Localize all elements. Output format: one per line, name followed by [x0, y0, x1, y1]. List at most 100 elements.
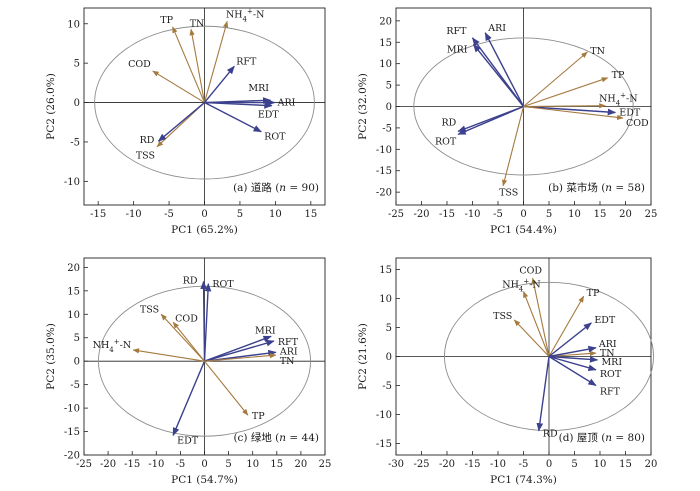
y-tick-label: 5	[386, 323, 392, 334]
y-tick-label: 10	[67, 19, 80, 30]
loading-vector-rot	[457, 105, 524, 135]
loading-vector-edt	[548, 322, 592, 358]
vector-label-mri: MRI	[255, 325, 276, 336]
biplot-panel-2: -25 -20 -15 -10 -5 0 5 10 15 20 25 -20 -15 -10 -5 0 5 10 1…	[357, 7, 657, 236]
x-tick-label: 5	[546, 209, 552, 220]
loading-vector-mri	[548, 355, 599, 363]
y-tick-label: -5	[382, 381, 392, 392]
y-tick-label: -5	[70, 380, 80, 391]
vector-label-rft: RFT	[278, 337, 299, 348]
x-tick-label: 0	[201, 459, 207, 470]
x-axis-label: PC1 (74.3%)	[490, 474, 557, 486]
loading-vector-rot	[548, 355, 597, 371]
vector-label-edt: EDT	[594, 315, 616, 326]
x-tick-label: -20	[100, 459, 116, 470]
x-axis-label: PC1 (65.2%)	[171, 224, 238, 236]
y-tick-label: 15	[67, 286, 80, 297]
loading-vector-nh4-n	[523, 103, 606, 109]
loading-vector-ari	[548, 345, 597, 358]
loading-vector-rot	[203, 282, 212, 362]
x-tick-label: 10	[246, 459, 259, 470]
loading-vector-edt	[523, 105, 617, 116]
y-tick-label: 20	[379, 16, 392, 27]
y-tick-label: 10	[379, 294, 392, 305]
x-tick-label: -15	[464, 459, 480, 470]
x-tick-label: 10	[594, 459, 607, 470]
loading-vector-tn	[204, 352, 277, 362]
x-tick-label: -15	[439, 209, 455, 220]
x-tick-label: 15	[304, 209, 317, 220]
panel-label: (b) 菜市场 (n = 58)	[548, 181, 645, 194]
x-tick-label: -20	[439, 459, 455, 470]
vector-label-ari: ARI	[487, 23, 506, 34]
y-tick-label: -5	[382, 123, 392, 134]
x-tick-label: -10	[148, 459, 164, 470]
loading-vector-tp	[523, 77, 609, 108]
loading-vector-tp	[204, 360, 249, 416]
vector-label-rft: RFT	[446, 26, 467, 37]
y-tick-label: 5	[74, 333, 80, 344]
x-tick-label: -15	[124, 459, 140, 470]
loading-vector-edt	[204, 101, 273, 109]
vector-label-nh4-n: NH4+-N	[502, 278, 540, 294]
y-tick-label: -20	[64, 451, 80, 462]
x-tick-label: 5	[571, 459, 577, 470]
y-tick-label: 20	[67, 263, 80, 274]
y-tick-label: -15	[376, 439, 392, 450]
x-tick-label: -5	[519, 459, 529, 470]
y-tick-label: -10	[376, 410, 392, 421]
vector-label-rot: ROT	[212, 279, 234, 290]
loading-vector-tn	[548, 350, 597, 358]
y-tick-label: 0	[74, 357, 80, 368]
biplot-panel-4: -30 -25 -20 -15 -10 -5 0 5 10 15 20 -15 -10 -5 0 5 10 15 P…	[357, 257, 658, 486]
y-tick-label: 0	[386, 102, 392, 113]
loading-vector-tp	[172, 26, 206, 103]
loading-vector-mri	[204, 335, 272, 362]
panel-label: (d) 屋顶 (n = 80)	[559, 432, 645, 444]
vector-label-cod: COD	[128, 59, 151, 70]
loading-vector-rd	[536, 356, 550, 432]
vector-label-ari: ARI	[279, 346, 298, 357]
loading-vector-rft	[204, 339, 275, 362]
y-tick-label: 5	[386, 81, 392, 92]
x-tick-label: -5	[493, 209, 503, 220]
vector-label-cod: COD	[626, 118, 649, 129]
vector-label-cod: COD	[519, 265, 542, 276]
vector-label-tn: TN	[590, 46, 605, 57]
loading-vector-tn	[189, 28, 206, 103]
x-tick-label: 5	[237, 209, 243, 220]
vector-label-cod: COD	[175, 313, 198, 324]
y-tick-label: 0	[386, 352, 392, 363]
confidence-ellipse	[413, 37, 634, 176]
vector-label-rot: ROT	[600, 369, 622, 380]
y-tick-label: 10	[67, 310, 80, 321]
vector-label-rd: RD	[140, 135, 155, 146]
x-axis-label: PC1 (54.7%)	[171, 474, 238, 486]
y-tick-label: -5	[70, 137, 80, 148]
vector-label-tp: TP	[252, 411, 265, 422]
x-tick-label: 20	[645, 459, 658, 470]
loading-vector-tp	[548, 295, 585, 357]
vector-label-edt: EDT	[258, 110, 280, 121]
vector-label-tp: TP	[587, 288, 600, 299]
x-tick-label: 10	[568, 209, 581, 220]
x-tick-label: 15	[619, 459, 632, 470]
loading-vector-tss	[160, 313, 205, 362]
y-axis-label: PC2 (35.0%)	[45, 323, 57, 390]
vector-label-tp: TP	[612, 70, 625, 81]
loading-vector-rft	[548, 355, 597, 387]
vector-label-rot: ROT	[264, 132, 286, 143]
vector-label-rot: ROT	[435, 136, 457, 147]
loading-vector-tss	[502, 106, 525, 187]
x-tick-label: 0	[546, 459, 552, 470]
loading-vector-tss	[513, 319, 550, 357]
vector-label-mri: MRI	[447, 44, 468, 55]
panel-label: (c) 绿地 (n = 44)	[233, 431, 319, 444]
vector-label-nh4-n: NH4+-N	[93, 338, 131, 354]
vector-label-rd: RD	[183, 275, 198, 286]
vector-label-nh4-n: NH4+-N	[599, 92, 637, 108]
loading-vector-nh4-n	[203, 20, 229, 103]
x-tick-label: 20	[295, 459, 308, 470]
y-tick-label: -15	[64, 427, 80, 438]
loading-vector-edt	[172, 360, 206, 437]
